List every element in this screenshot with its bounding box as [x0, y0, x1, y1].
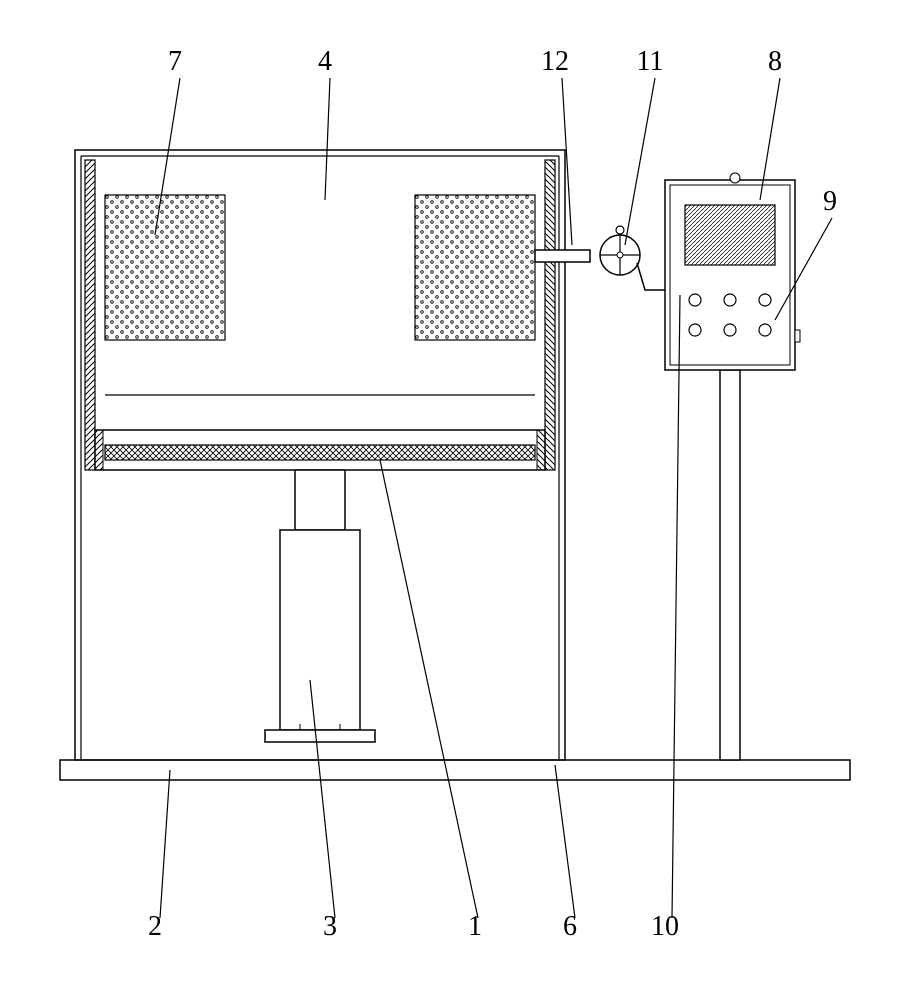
inner-tray: [95, 430, 545, 470]
shaft: [535, 250, 590, 262]
label-9: 9: [823, 186, 837, 217]
panel-button: [724, 294, 736, 306]
handwheel: [600, 226, 665, 290]
leader-l10: [672, 295, 680, 918]
label-12: 12: [541, 46, 569, 77]
label-2: 2: [148, 911, 162, 942]
label-8: 8: [768, 46, 782, 77]
patent-figure: 7 4 12 11 8 9 2 3 1 6 10: [0, 0, 900, 1000]
label-10: 10: [651, 911, 679, 942]
label-6: 6: [563, 911, 577, 942]
panel-side-port: [795, 330, 800, 342]
heating-pad: [105, 445, 535, 460]
panel-button: [689, 294, 701, 306]
leader-l6: [555, 765, 575, 918]
leader-l4: [325, 78, 330, 200]
label-4: 4: [318, 46, 332, 77]
control-panel: [665, 173, 800, 760]
panel-button: [759, 324, 771, 336]
panel-button: [689, 324, 701, 336]
lift-piston: [265, 470, 375, 742]
panel-button: [724, 324, 736, 336]
label-11: 11: [637, 46, 664, 77]
label-1: 1: [468, 911, 482, 942]
leader-l11: [625, 78, 655, 245]
label-7: 7: [168, 46, 182, 77]
perforated-block-left: [105, 195, 225, 340]
leader-l12: [562, 78, 572, 245]
panel-button: [759, 294, 771, 306]
leader-l2: [160, 770, 170, 918]
panel-post: [720, 370, 740, 760]
label-3: 3: [323, 911, 337, 942]
panel-screen: [685, 205, 775, 265]
base-plate: [60, 760, 850, 780]
perforated-block-right: [415, 195, 535, 340]
leader-l1: [380, 460, 478, 918]
indicator-light: [730, 173, 740, 183]
